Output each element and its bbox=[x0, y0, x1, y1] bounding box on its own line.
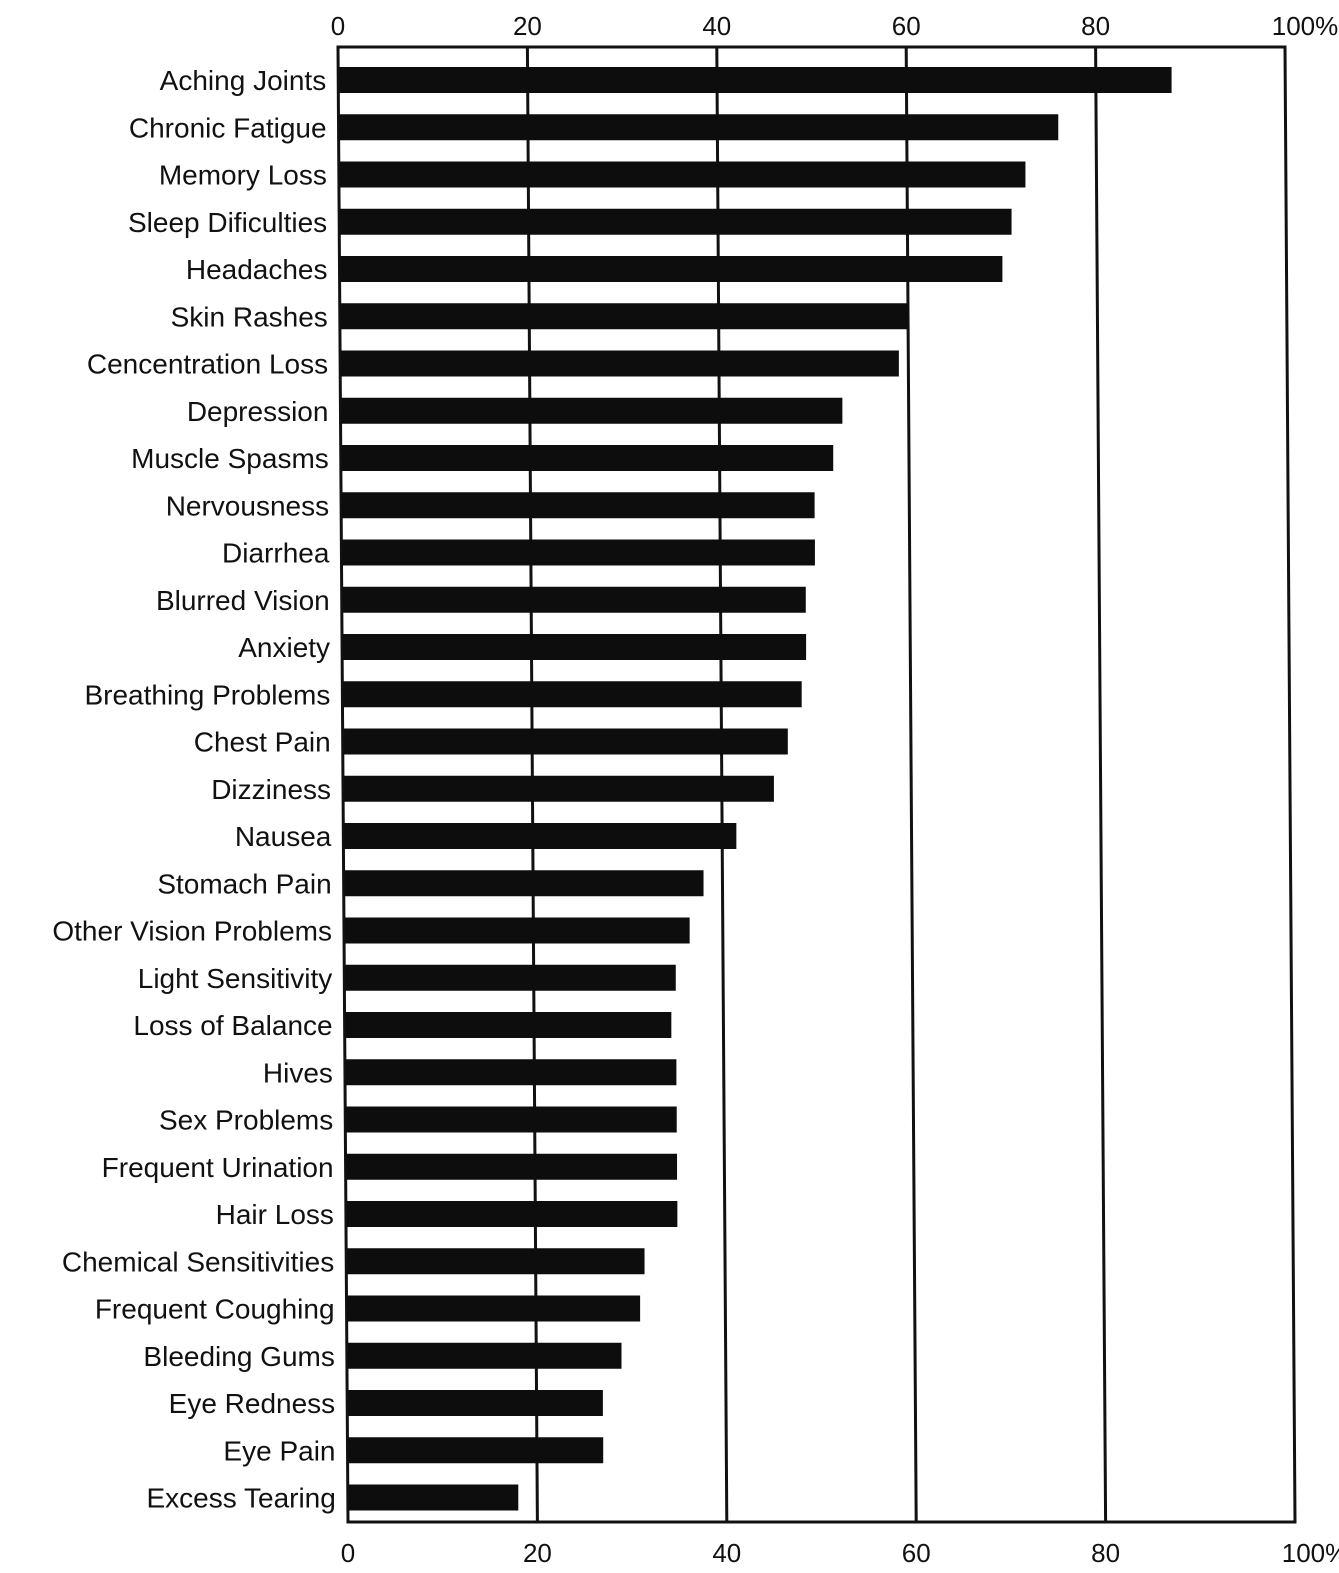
tick-label-bottom: 60 bbox=[902, 1538, 931, 1568]
category-label: Bleeding Gums bbox=[143, 1341, 334, 1372]
category-label: Sleep Dificulties bbox=[128, 207, 327, 238]
bar-nausea bbox=[344, 823, 737, 849]
bar-frequent-urination bbox=[346, 1153, 678, 1180]
bar-sleep-dificulties bbox=[340, 208, 1012, 235]
bar-aching-joints bbox=[339, 67, 1172, 93]
category-label: Aching Joints bbox=[160, 65, 327, 96]
bar-skin-rashes bbox=[340, 303, 909, 330]
category-label: Blurred Vision bbox=[156, 585, 330, 616]
bar-dizziness bbox=[344, 775, 774, 802]
category-label: Chronic Fatigue bbox=[129, 112, 327, 143]
category-label: Chest Pain bbox=[194, 727, 331, 758]
bar-sex-problems bbox=[346, 1106, 677, 1133]
category-label: Diarrhea bbox=[222, 538, 330, 569]
bar-hair-loss bbox=[346, 1201, 678, 1227]
bar-muscle-spasms bbox=[341, 445, 834, 471]
bar-other-vision-problems bbox=[344, 917, 690, 944]
category-label: Other Vision Problems bbox=[52, 916, 332, 947]
tick-label-top: 80 bbox=[1081, 11, 1110, 41]
bar-headaches bbox=[340, 256, 1003, 282]
bar-eye-pain bbox=[348, 1437, 604, 1464]
category-label: Stomach Pain bbox=[157, 868, 331, 899]
tick-label-bottom: 80 bbox=[1091, 1538, 1120, 1568]
category-label: Nausea bbox=[235, 821, 332, 852]
tick-label-bottom: 100% bbox=[1282, 1538, 1339, 1568]
category-label: Frequent Coughing bbox=[95, 1294, 335, 1325]
category-label: Muscle Spasms bbox=[131, 443, 329, 474]
tick-label-top: 40 bbox=[702, 11, 731, 41]
category-label: Frequent Urination bbox=[102, 1152, 334, 1183]
tick-label-top: 60 bbox=[892, 11, 921, 41]
bar-light-sensitivity bbox=[345, 964, 676, 991]
bar-chronic-fatigue bbox=[339, 114, 1059, 141]
bar-nervousness bbox=[342, 492, 815, 519]
bar-bleeding-gums bbox=[347, 1342, 622, 1369]
category-label: Cencentration Loss bbox=[87, 349, 328, 380]
tick-label-bottom: 20 bbox=[523, 1538, 552, 1568]
tick-label-bottom: 0 bbox=[341, 1538, 355, 1568]
bar-excess-tearing bbox=[348, 1484, 519, 1511]
category-label: Dizziness bbox=[211, 774, 331, 805]
category-label: Anxiety bbox=[238, 632, 330, 663]
plot-frame bbox=[336, 45, 1297, 1524]
category-label: Nervousness bbox=[166, 490, 329, 521]
category-label: Skin Rashes bbox=[171, 301, 328, 332]
category-label: Light Sensitivity bbox=[138, 963, 333, 994]
category-label: Sex Problems bbox=[159, 1105, 333, 1136]
gridline-80 bbox=[1094, 46, 1108, 1523]
category-label: Hair Loss bbox=[216, 1199, 334, 1230]
category-label: Eye Pain bbox=[223, 1435, 335, 1466]
bar-chest-pain bbox=[343, 728, 788, 755]
bar-cencentration-loss bbox=[341, 350, 899, 377]
tick-label-bottom: 40 bbox=[712, 1538, 741, 1568]
bar-memory-loss bbox=[339, 161, 1026, 188]
bar-frequent-coughing bbox=[347, 1295, 641, 1322]
bar-eye-redness bbox=[348, 1390, 603, 1416]
bar-breathing-problems bbox=[343, 681, 802, 708]
category-label: Memory Loss bbox=[159, 160, 327, 191]
bar-hives bbox=[345, 1059, 677, 1086]
category-label: Breathing Problems bbox=[84, 679, 330, 710]
bar-loss-of-balance bbox=[345, 1012, 672, 1038]
category-label: Chemical Sensitivities bbox=[62, 1246, 334, 1277]
bar-stomach-pain bbox=[344, 870, 704, 897]
bar-depression bbox=[341, 397, 843, 424]
bar-diarrhea bbox=[342, 539, 815, 566]
tick-label-top: 0 bbox=[331, 11, 345, 41]
bar-anxiety bbox=[343, 634, 807, 660]
gridline-60 bbox=[904, 46, 918, 1523]
category-label: Headaches bbox=[186, 254, 328, 285]
category-label: Loss of Balance bbox=[133, 1010, 332, 1041]
category-label: Depression bbox=[187, 396, 329, 427]
category-label: Eye Redness bbox=[169, 1388, 336, 1419]
bar-chemical-sensitivities bbox=[347, 1248, 645, 1275]
category-label: Excess Tearing bbox=[146, 1483, 335, 1514]
tick-label-top: 100% bbox=[1272, 11, 1339, 41]
tick-label-top: 20 bbox=[513, 11, 542, 41]
category-label: Hives bbox=[263, 1057, 333, 1088]
bar-blurred-vision bbox=[342, 586, 806, 613]
